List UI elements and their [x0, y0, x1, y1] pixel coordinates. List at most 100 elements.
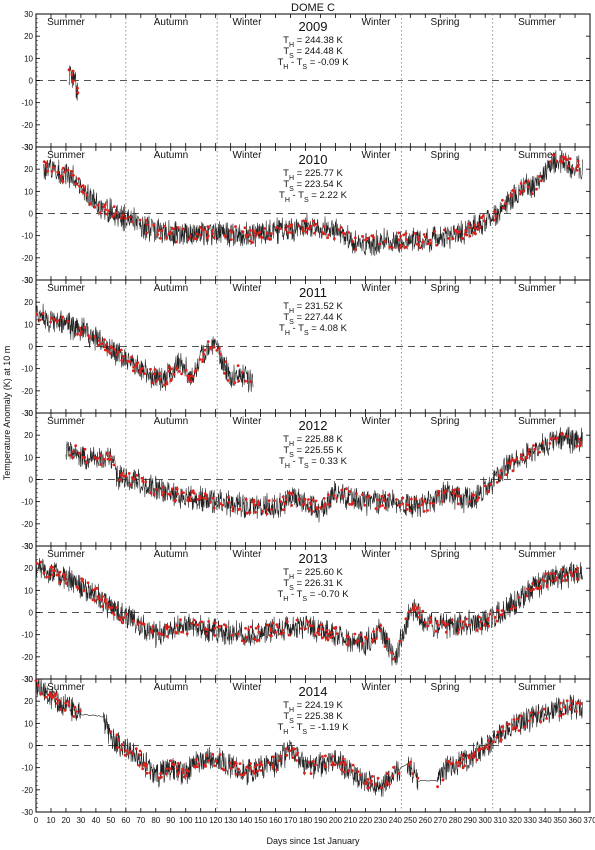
reference-point: [536, 580, 540, 583]
reference-point: [227, 495, 230, 499]
reference-point: [128, 749, 132, 753]
reference-point: [112, 205, 116, 209]
reference-point: [493, 218, 497, 222]
reference-point: [570, 699, 574, 703]
temperature-series: [43, 150, 583, 257]
reference-point: [512, 190, 516, 194]
reference-point: [502, 206, 505, 210]
reference-point: [151, 625, 155, 628]
reference-point: [416, 776, 420, 780]
reference-point: [558, 707, 562, 711]
y-tick-label: -20: [21, 520, 33, 529]
reference-point: [548, 160, 552, 164]
reference-point: [271, 765, 275, 769]
reference-point: [421, 609, 425, 613]
reference-point: [565, 434, 569, 438]
reference-point: [279, 500, 283, 504]
reference-point: [404, 232, 408, 235]
reference-point: [468, 226, 471, 230]
stat-th: TH = 244.38 K: [283, 35, 343, 49]
reference-point: [410, 497, 413, 501]
reference-point: [435, 619, 439, 623]
y-tick-label: 0: [29, 609, 34, 618]
reference-point: [51, 573, 54, 577]
reference-point: [276, 625, 280, 629]
reference-point: [122, 355, 125, 358]
x-tick-label: 340: [538, 816, 552, 825]
reference-point: [120, 471, 124, 475]
reference-point: [309, 502, 313, 506]
y-tick-label: -10: [21, 99, 33, 108]
reference-point: [165, 627, 169, 631]
reference-point: [39, 692, 43, 695]
reference-point: [535, 187, 538, 191]
reference-point: [106, 602, 109, 606]
reference-point: [141, 767, 145, 771]
reference-point: [78, 451, 81, 455]
reference-point: [218, 624, 222, 628]
reference-point: [375, 627, 379, 631]
reference-point: [304, 220, 308, 223]
reference-point: [205, 493, 209, 497]
reference-point: [251, 769, 255, 773]
reference-point: [519, 192, 522, 196]
reference-point: [563, 155, 567, 159]
reference-point: [421, 240, 425, 244]
reference-point: [68, 453, 72, 457]
reference-point: [219, 502, 222, 506]
reference-point: [165, 382, 169, 386]
reference-point: [486, 616, 490, 620]
reference-point: [459, 761, 462, 765]
reference-point: [423, 621, 427, 624]
reference-point: [249, 380, 253, 384]
reference-point: [63, 574, 67, 578]
reference-point: [113, 213, 116, 217]
reference-point: [58, 570, 62, 574]
reference-point: [138, 218, 142, 222]
reference-point: [203, 348, 207, 352]
reference-point: [378, 242, 381, 246]
temperature-series: [65, 426, 583, 523]
reference-point: [163, 224, 167, 228]
season-label: Summer: [47, 416, 85, 427]
reference-point: [322, 225, 326, 229]
reference-point: [521, 458, 525, 462]
reference-point: [144, 480, 148, 484]
reference-point: [136, 361, 140, 365]
reference-point: [551, 153, 555, 157]
reference-point: [118, 616, 121, 620]
reference-point: [238, 762, 242, 765]
reference-point: [230, 238, 233, 241]
y-tick-label: 0: [29, 210, 34, 219]
reference-point: [286, 225, 289, 228]
reference-point: [475, 498, 479, 502]
reference-point: [282, 631, 285, 635]
reference-point: [254, 510, 257, 514]
reference-point: [571, 574, 574, 578]
reference-point: [211, 496, 215, 500]
reference-point: [209, 345, 213, 349]
reference-point: [157, 776, 161, 780]
reference-point: [321, 755, 324, 758]
reference-point: [388, 245, 392, 249]
y-tick-label: -30: [21, 276, 33, 285]
reference-point: [257, 638, 261, 642]
panel-year: 2014: [299, 684, 328, 699]
reference-point: [413, 232, 417, 235]
reference-point: [160, 229, 164, 233]
reference-point: [105, 212, 109, 216]
reference-point: [579, 440, 582, 444]
reference-point: [176, 226, 180, 230]
reference-point: [406, 503, 410, 507]
reference-point: [413, 609, 416, 612]
reference-point: [175, 767, 179, 770]
reference-point: [263, 227, 267, 230]
reference-point: [67, 68, 71, 72]
reference-point: [508, 462, 512, 466]
reference-point: [110, 346, 113, 350]
reference-point: [186, 374, 190, 377]
reference-point: [371, 775, 374, 778]
reference-point: [578, 444, 582, 447]
reference-point: [544, 572, 548, 576]
reference-point: [130, 355, 133, 359]
